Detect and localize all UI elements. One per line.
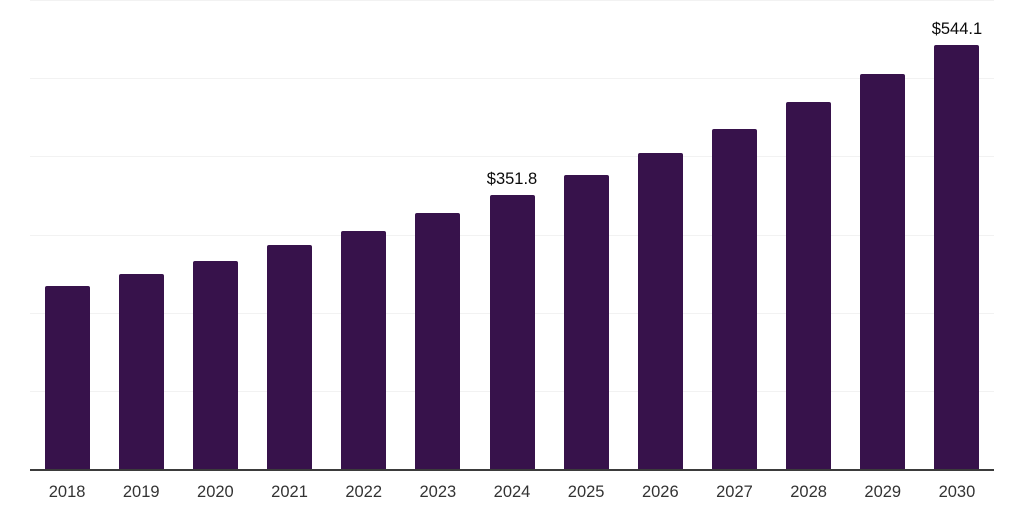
bar-2029 — [860, 73, 906, 470]
x-tick-label-2027: 2027 — [716, 483, 753, 501]
data-label-2030: $544.1 — [931, 19, 983, 38]
bar-2023 — [415, 213, 461, 470]
x-tick-label-2026: 2026 — [641, 483, 679, 501]
x-tick-label-2029: 2029 — [864, 483, 902, 501]
x-tick-label-2023: 2023 — [419, 483, 457, 501]
x-tick-label-2021: 2021 — [271, 483, 308, 501]
bar-2018 — [44, 286, 90, 470]
x-tick-label-2022: 2022 — [345, 483, 383, 501]
bar-2028 — [786, 102, 832, 470]
gridline-500 — [30, 78, 994, 80]
x-axis-line — [30, 469, 994, 471]
x-tick-label-2024: 2024 — [493, 483, 531, 501]
x-axis-labels: 2018 2019 2020 2021 2022 2023 2024 2025 2026 2027… — [30, 480, 994, 504]
x-tick-label-2020: 2020 — [197, 483, 234, 501]
bar-2021 — [267, 244, 313, 470]
bar-2020 — [192, 260, 238, 470]
x-tick-label-2030: 2030 — [938, 483, 976, 501]
bar-2024 — [489, 195, 535, 470]
gridline-600 — [30, 0, 994, 1]
x-tick-label-2018: 2018 — [48, 483, 86, 501]
x-tick-label-2019: 2019 — [122, 483, 160, 501]
x-tick-label-2025: 2025 — [567, 483, 605, 501]
data-label-2024: $351.8 — [486, 170, 538, 189]
bar-2027 — [711, 128, 757, 470]
bar-2022 — [341, 230, 387, 470]
bar-2026 — [637, 152, 683, 470]
bar-2030 — [934, 44, 980, 470]
bar-2019 — [118, 273, 164, 470]
x-tick-label-2028: 2028 — [790, 483, 827, 501]
bar-2025 — [563, 175, 609, 470]
gridline-400 — [30, 156, 994, 158]
plot-area: $351.8 $544.1 — [30, 0, 994, 470]
